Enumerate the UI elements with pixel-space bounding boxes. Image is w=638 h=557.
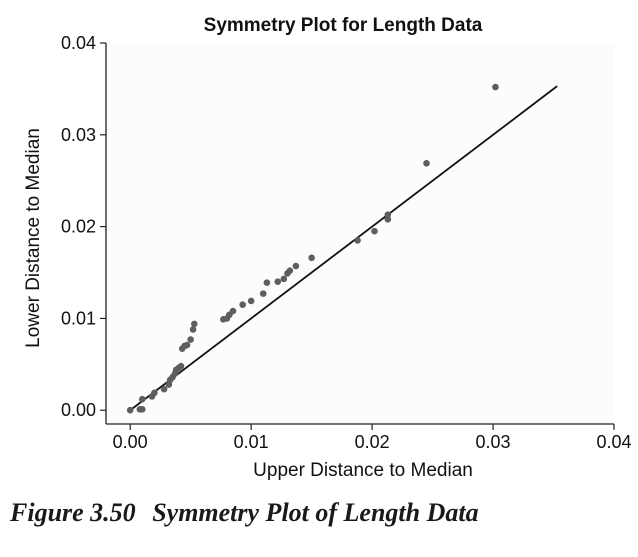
y-axis-label: Lower Distance to Median [23,128,44,348]
data-point [263,279,271,286]
data-point [183,341,191,349]
y-tick-label: 0.00 [61,400,96,420]
data-point [190,320,198,328]
x-tick-label: 0.03 [476,432,511,452]
data-point [384,211,392,218]
x-tick-label: 0.04 [596,432,631,452]
data-point [259,290,267,297]
figure-number: Figure 3.50 [10,498,136,527]
y-tick-label: 0.03 [61,125,96,145]
x-axis-label: Upper Distance to Median [253,460,473,481]
figure-caption: Figure 3.50 Symmetry Plot of Length Data [10,498,479,528]
y-tick-label: 0.02 [61,217,96,237]
data-point [138,406,146,413]
data-point [239,301,246,308]
data-point [229,307,237,315]
data-points-layer [126,83,499,414]
data-point [384,215,392,223]
data-point [126,406,134,414]
data-point [280,275,288,283]
axes-layer: 0.00 0.01 0.02 0.03 0.04 0.00 0.01 0.02 0.03 0.04 [61,33,632,452]
data-point [151,389,158,397]
data-point [160,385,168,393]
y-tick-label: 0.04 [61,33,96,53]
data-point [292,262,300,270]
data-point [138,395,146,403]
reference-line-layer [129,85,558,411]
data-point [354,237,361,244]
data-point [371,227,378,235]
data-point [308,254,315,262]
data-point [274,278,282,285]
x-tick-label: 0.02 [355,432,390,452]
x-tick-label: 0.01 [234,432,269,452]
data-point [177,362,185,370]
reference-line [129,85,558,411]
figure-caption-text: Symmetry Plot of Length Data [152,498,479,527]
data-point [187,336,194,343]
data-point [286,267,294,274]
data-point [189,326,197,333]
data-point [423,159,430,167]
chart-title: Symmetry Plot for Length Data [204,15,483,36]
data-point [247,297,255,305]
x-tick-label: 0.00 [113,432,148,452]
symmetry-plot-chart: Symmetry Plot for Length Data 0.00 0.01 0.… [23,15,632,481]
data-point [492,83,499,91]
y-tick-label: 0.01 [61,308,96,328]
